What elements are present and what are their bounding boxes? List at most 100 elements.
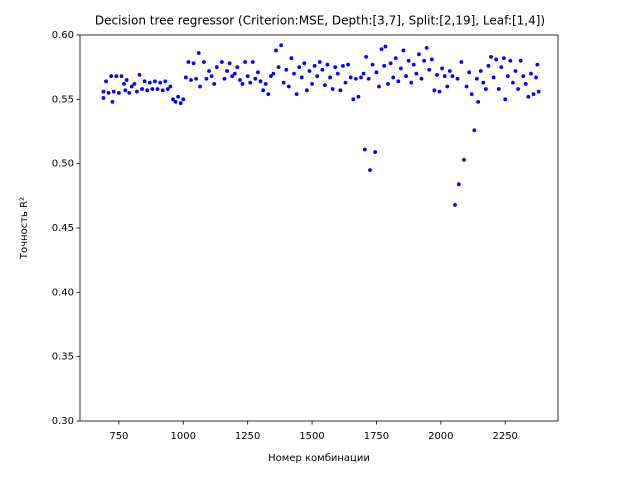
point bbox=[253, 76, 258, 81]
point bbox=[294, 92, 299, 97]
point bbox=[388, 61, 393, 66]
point bbox=[330, 87, 335, 91]
point bbox=[145, 88, 150, 93]
point bbox=[109, 74, 114, 79]
point bbox=[503, 97, 508, 102]
point bbox=[379, 47, 384, 52]
point bbox=[478, 69, 483, 73]
point bbox=[135, 89, 139, 94]
point bbox=[323, 83, 327, 88]
point bbox=[499, 65, 504, 70]
point bbox=[261, 88, 266, 93]
point bbox=[523, 81, 528, 86]
y-tick-label: 0.60 bbox=[52, 30, 74, 41]
point bbox=[462, 157, 466, 162]
point bbox=[467, 70, 472, 75]
point bbox=[320, 67, 325, 72]
point bbox=[513, 69, 518, 73]
point bbox=[491, 75, 496, 80]
point bbox=[209, 74, 214, 79]
point bbox=[494, 57, 499, 62]
point bbox=[140, 87, 144, 91]
point bbox=[245, 74, 250, 79]
point bbox=[214, 65, 219, 70]
point bbox=[178, 101, 183, 106]
point bbox=[486, 63, 491, 68]
point bbox=[158, 80, 162, 85]
y-axis-label: Точность R² bbox=[19, 197, 30, 260]
point bbox=[377, 84, 381, 89]
point bbox=[450, 74, 455, 79]
x-tick-label: 2250 bbox=[492, 431, 517, 442]
point bbox=[437, 89, 442, 94]
point bbox=[353, 76, 358, 81]
point bbox=[459, 60, 464, 64]
point bbox=[183, 75, 188, 80]
point bbox=[338, 88, 343, 93]
point bbox=[276, 65, 281, 70]
point bbox=[194, 76, 199, 81]
point bbox=[351, 97, 356, 102]
point bbox=[453, 202, 457, 207]
point bbox=[476, 100, 481, 104]
point bbox=[511, 80, 515, 85]
point bbox=[366, 76, 371, 81]
point bbox=[516, 87, 520, 91]
x-axis-label: Номер комбинации bbox=[268, 453, 370, 464]
point bbox=[263, 81, 268, 86]
point bbox=[374, 70, 379, 75]
x-tick-label: 1750 bbox=[364, 431, 389, 442]
point bbox=[176, 94, 181, 99]
point bbox=[502, 56, 506, 61]
point bbox=[404, 74, 408, 79]
point bbox=[101, 89, 106, 94]
x-tick-label: 2000 bbox=[428, 431, 453, 442]
point bbox=[414, 71, 419, 76]
point bbox=[422, 58, 426, 63]
point bbox=[196, 51, 201, 55]
point bbox=[489, 54, 493, 59]
point bbox=[341, 63, 345, 68]
point bbox=[429, 57, 434, 62]
point bbox=[160, 88, 165, 93]
point bbox=[445, 84, 450, 89]
point bbox=[238, 78, 242, 82]
point bbox=[240, 81, 245, 86]
point bbox=[110, 100, 115, 104]
point bbox=[150, 87, 155, 91]
point bbox=[401, 48, 406, 53]
point bbox=[359, 75, 363, 80]
point bbox=[116, 91, 121, 95]
point bbox=[409, 80, 414, 85]
point bbox=[396, 79, 401, 84]
x-tick-label: 1250 bbox=[235, 431, 260, 442]
point bbox=[168, 84, 173, 89]
point bbox=[302, 61, 307, 66]
point bbox=[153, 79, 157, 84]
point bbox=[186, 60, 191, 64]
point bbox=[212, 81, 217, 86]
point bbox=[142, 79, 147, 84]
point bbox=[508, 58, 513, 63]
point bbox=[284, 67, 289, 72]
point bbox=[243, 60, 247, 64]
point bbox=[411, 62, 416, 67]
point bbox=[483, 87, 488, 91]
point bbox=[232, 71, 237, 76]
point bbox=[526, 94, 531, 99]
point bbox=[361, 71, 366, 76]
point bbox=[356, 94, 361, 99]
point bbox=[227, 61, 232, 66]
point bbox=[419, 76, 424, 81]
point bbox=[248, 80, 253, 85]
point bbox=[129, 84, 134, 89]
point bbox=[346, 62, 351, 67]
point bbox=[204, 76, 209, 81]
y-tick-label: 0.30 bbox=[52, 416, 74, 427]
point bbox=[258, 79, 263, 84]
point bbox=[333, 65, 338, 70]
point bbox=[534, 75, 539, 80]
point bbox=[464, 84, 469, 89]
point bbox=[370, 62, 375, 67]
